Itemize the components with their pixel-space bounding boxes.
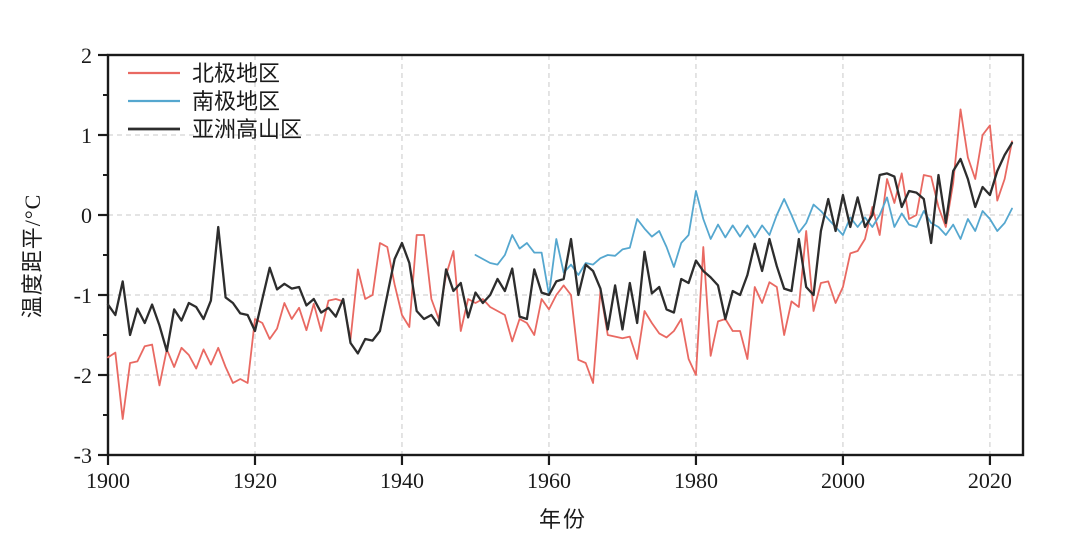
x-axis-tick-label: 2000 [821,468,865,493]
y-axis-tick-label: 2 [81,43,92,68]
asian-highland-series-line [106,141,1014,355]
legend-label-antarctic: 南极地区 [192,89,280,114]
x-axis-tick-label: 2020 [968,468,1012,493]
arctic-series-line [107,108,1013,420]
x-axis-tick-label: 1940 [380,468,424,493]
y-axis-title: 温度距平/°C [20,193,45,319]
legend-label-arctic: 北极地区 [192,61,280,86]
x-axis-title: 年份 [538,507,588,532]
legend-label-asian-highland: 亚洲高山区 [192,117,302,142]
y-axis-tick-label: -1 [74,283,92,308]
x-axis-tick-label: 1960 [527,468,571,493]
plot-frame [106,53,1025,457]
y-axis-tick-label: 0 [81,203,92,228]
x-axis-tick-label: 1920 [233,468,277,493]
y-axis-tick-label: -3 [74,443,92,468]
y-axis-tick-label: 1 [81,123,92,148]
x-axis-tick-label: 1900 [86,468,130,493]
x-axis-tick-label: 1980 [674,468,718,493]
y-axis-tick-label: -2 [74,363,92,388]
